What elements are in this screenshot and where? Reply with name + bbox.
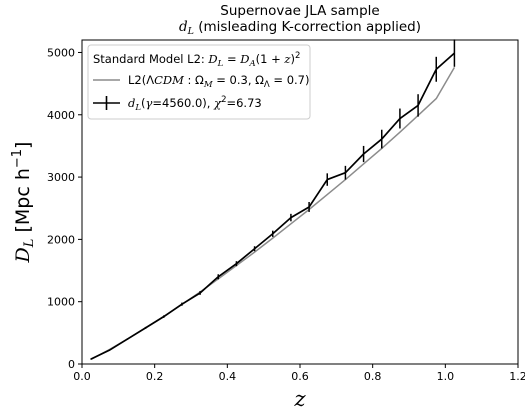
y-tick-label: 3000 bbox=[47, 171, 75, 184]
x-tick-label: 0.6 bbox=[291, 370, 309, 383]
legend-title-prefix: Standard Model L2: bbox=[93, 52, 208, 66]
subtitle-var: d bbox=[179, 19, 188, 35]
chart-title: Supernovae JLA sample bbox=[220, 3, 379, 19]
y-tick-label: 2000 bbox=[47, 233, 75, 246]
y-axis-label: DL [Mpc h−1] bbox=[10, 142, 37, 264]
x-tick-label: 1.2 bbox=[509, 370, 525, 383]
x-tick-label: 0.8 bbox=[364, 370, 382, 383]
y-label-close: ] bbox=[12, 142, 34, 149]
legend-title: Standard Model L2: DL = DA(1 + z)2 bbox=[93, 51, 300, 69]
legend-label-lcdm: L2(ΛCDM : ΩM = 0.3, ΩΛ = 0.7) bbox=[128, 73, 309, 90]
y-axis-ticks: 0 1000 2000 3000 4000 5000 bbox=[47, 46, 82, 371]
x-tick-label: 0.0 bbox=[73, 370, 91, 383]
legend: Standard Model L2: DL = DA(1 + z)2 L2(ΛC… bbox=[87, 44, 311, 120]
y-label-units-sup: −1 bbox=[10, 149, 25, 168]
y-tick-label: 5000 bbox=[47, 46, 75, 59]
y-tick-label: 4000 bbox=[47, 109, 75, 122]
x-axis-ticks: 0.0 0.2 0.4 0.6 0.8 1.0 1.2 bbox=[73, 364, 525, 383]
x-tick-label: 0.4 bbox=[219, 370, 237, 383]
y-tick-label: 1000 bbox=[47, 296, 75, 309]
legend-box bbox=[87, 44, 311, 120]
subtitle-sub: L bbox=[187, 26, 194, 37]
y-tick-label: 0 bbox=[68, 358, 75, 371]
series-layer bbox=[90, 39, 456, 360]
x-tick-label: 1.0 bbox=[437, 370, 455, 383]
x-tick-label: 0.2 bbox=[146, 370, 164, 383]
chart-subtitle: dL (misleading K-correction applied) bbox=[179, 19, 421, 37]
legend-label-dl: dL(γ=4560.0), χ2=6.73 bbox=[128, 95, 262, 113]
subtitle-rest: (misleading K-correction applied) bbox=[194, 19, 421, 35]
x-axis-label: z bbox=[293, 387, 306, 411]
y-label-var: D bbox=[12, 247, 34, 263]
y-label-units: [Mpc h bbox=[12, 168, 34, 238]
y-label-sub: L bbox=[22, 239, 37, 249]
